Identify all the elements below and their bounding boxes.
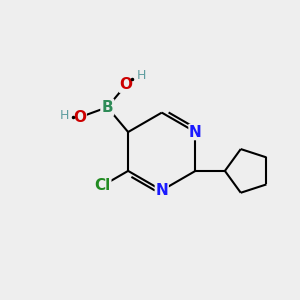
Text: N: N	[189, 124, 202, 140]
Text: Cl: Cl	[94, 178, 111, 193]
Text: B: B	[101, 100, 113, 115]
Text: H: H	[60, 109, 69, 122]
Text: O: O	[73, 110, 86, 125]
Text: H: H	[137, 69, 146, 82]
Text: N: N	[155, 183, 168, 198]
Text: O: O	[120, 77, 133, 92]
